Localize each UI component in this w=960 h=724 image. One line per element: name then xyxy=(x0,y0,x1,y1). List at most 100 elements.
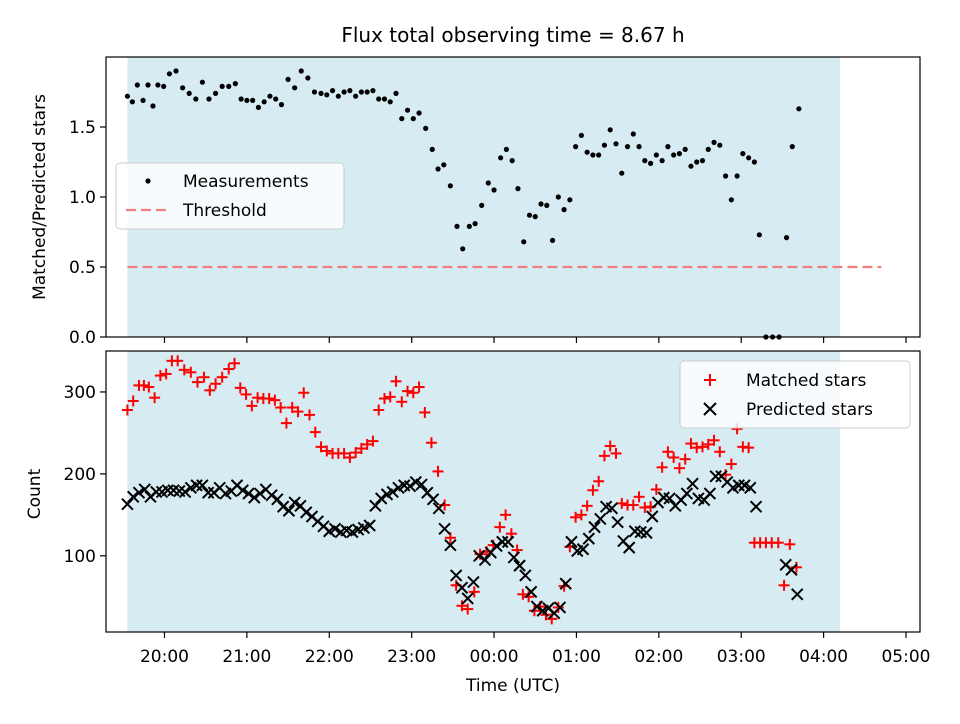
measurement-point xyxy=(278,102,285,108)
predicted-star-point xyxy=(530,600,544,613)
predicted-star-point xyxy=(190,479,203,492)
measurement-point xyxy=(682,146,688,152)
measurement-point xyxy=(318,90,324,96)
predicted-star-point xyxy=(161,484,174,497)
measurement-point xyxy=(134,82,140,88)
matched-star-point xyxy=(413,381,425,393)
measurement-point xyxy=(584,149,590,155)
matched-star-point xyxy=(127,395,139,407)
measurement-point xyxy=(305,75,311,81)
predicted-star-point xyxy=(403,479,417,493)
measurement-point xyxy=(630,131,636,137)
measurement-point xyxy=(466,223,472,229)
matched-star-point xyxy=(384,391,396,403)
matched-star-point xyxy=(468,586,480,598)
predicted-star-point xyxy=(455,581,469,594)
measurement-point xyxy=(364,89,370,95)
predicted-star-point xyxy=(467,575,480,589)
matched-star-point xyxy=(275,402,287,414)
measurement-point xyxy=(756,232,762,238)
measurement-point xyxy=(515,186,521,192)
measurement-point xyxy=(212,90,219,96)
measurement-point xyxy=(549,237,556,243)
bottom-panel: 100 200 300 20:00 21:00 22:00 23:00 00:00 01:00… xyxy=(25,350,930,696)
predicted-star-point xyxy=(444,538,457,552)
measurement-point xyxy=(347,88,353,94)
matched-star-point xyxy=(178,364,190,376)
predicted-star-point xyxy=(201,486,215,499)
measurement-point xyxy=(199,79,205,85)
predicted-star-point xyxy=(438,522,451,535)
measurement-point xyxy=(460,246,466,252)
measurement-point xyxy=(485,180,491,186)
measurement-point xyxy=(250,97,256,103)
predicted-star-point xyxy=(449,569,463,582)
x-tick-label: 23:00 xyxy=(387,647,436,667)
legend-threshold-label: Threshold xyxy=(182,201,267,221)
matched-star-point xyxy=(263,393,275,405)
matched-star-point xyxy=(280,417,292,429)
predicted-star-point xyxy=(288,496,301,509)
measurement-point xyxy=(647,160,654,166)
matched-star-point xyxy=(149,392,161,404)
top-legend: Measurements Threshold xyxy=(115,162,345,230)
x-tick-label: 20:00 xyxy=(140,647,189,667)
predicted-star-point xyxy=(121,497,134,511)
measurement-point xyxy=(740,151,746,157)
bottom-y-axis: 100 200 300 xyxy=(64,383,106,567)
measurement-point xyxy=(509,158,515,164)
matched-star-point xyxy=(772,537,784,549)
measurement-point xyxy=(613,141,619,147)
legend-x-marker xyxy=(703,402,717,416)
measurement-point xyxy=(335,93,341,99)
measurement-point xyxy=(124,93,131,99)
predicted-star-point xyxy=(490,539,503,553)
measurement-point xyxy=(503,146,510,152)
matched-star-point xyxy=(321,445,333,457)
measurement-point xyxy=(578,132,584,138)
predicted-star-point xyxy=(640,526,653,540)
matched-star-points xyxy=(121,355,802,625)
legend-measurements-label: Measurements xyxy=(183,172,309,192)
predicted-star-point xyxy=(513,559,526,572)
measurement-point xyxy=(479,202,485,208)
measurement-point xyxy=(491,187,497,193)
matched-star-point xyxy=(160,368,172,380)
x-tick-label: 22:00 xyxy=(305,647,354,667)
measurement-point xyxy=(722,173,729,179)
measurement-point xyxy=(145,82,151,88)
matched-star-point xyxy=(204,384,216,396)
measurement-point xyxy=(232,81,238,87)
predicted-star-point xyxy=(178,485,192,499)
legend-matched-label: Matched stars xyxy=(746,371,866,391)
matched-star-point xyxy=(425,437,437,449)
predicted-star-point xyxy=(265,488,278,502)
predicted-star-point xyxy=(415,478,428,491)
measurement-point xyxy=(796,106,802,112)
measurement-point xyxy=(607,127,613,133)
predicted-star-point xyxy=(576,543,590,556)
bottom-legend: Matched stars Predicted stars xyxy=(679,360,911,429)
matched-star-point xyxy=(650,483,662,495)
matched-star-point xyxy=(528,605,540,617)
predicted-star-point xyxy=(559,577,572,590)
bottom-plot-frame xyxy=(105,350,921,633)
predicted-star-point xyxy=(680,487,694,500)
matched-star-point xyxy=(494,521,506,533)
matched-star-point xyxy=(355,442,367,454)
matched-star-point xyxy=(185,366,197,378)
matched-star-point xyxy=(696,441,708,453)
matched-star-point xyxy=(593,475,605,487)
predicted-star-point xyxy=(749,500,763,513)
measurement-point xyxy=(751,159,757,165)
measurement-point xyxy=(166,71,173,77)
matched-star-point xyxy=(778,579,790,591)
measurement-point xyxy=(688,163,694,169)
matched-star-point xyxy=(581,500,593,512)
measurement-point xyxy=(193,96,199,102)
top-y-tick-label: 1.0 xyxy=(69,188,96,208)
matched-star-point xyxy=(367,435,379,447)
predicted-star-point xyxy=(507,551,521,564)
measurement-point xyxy=(387,99,393,105)
